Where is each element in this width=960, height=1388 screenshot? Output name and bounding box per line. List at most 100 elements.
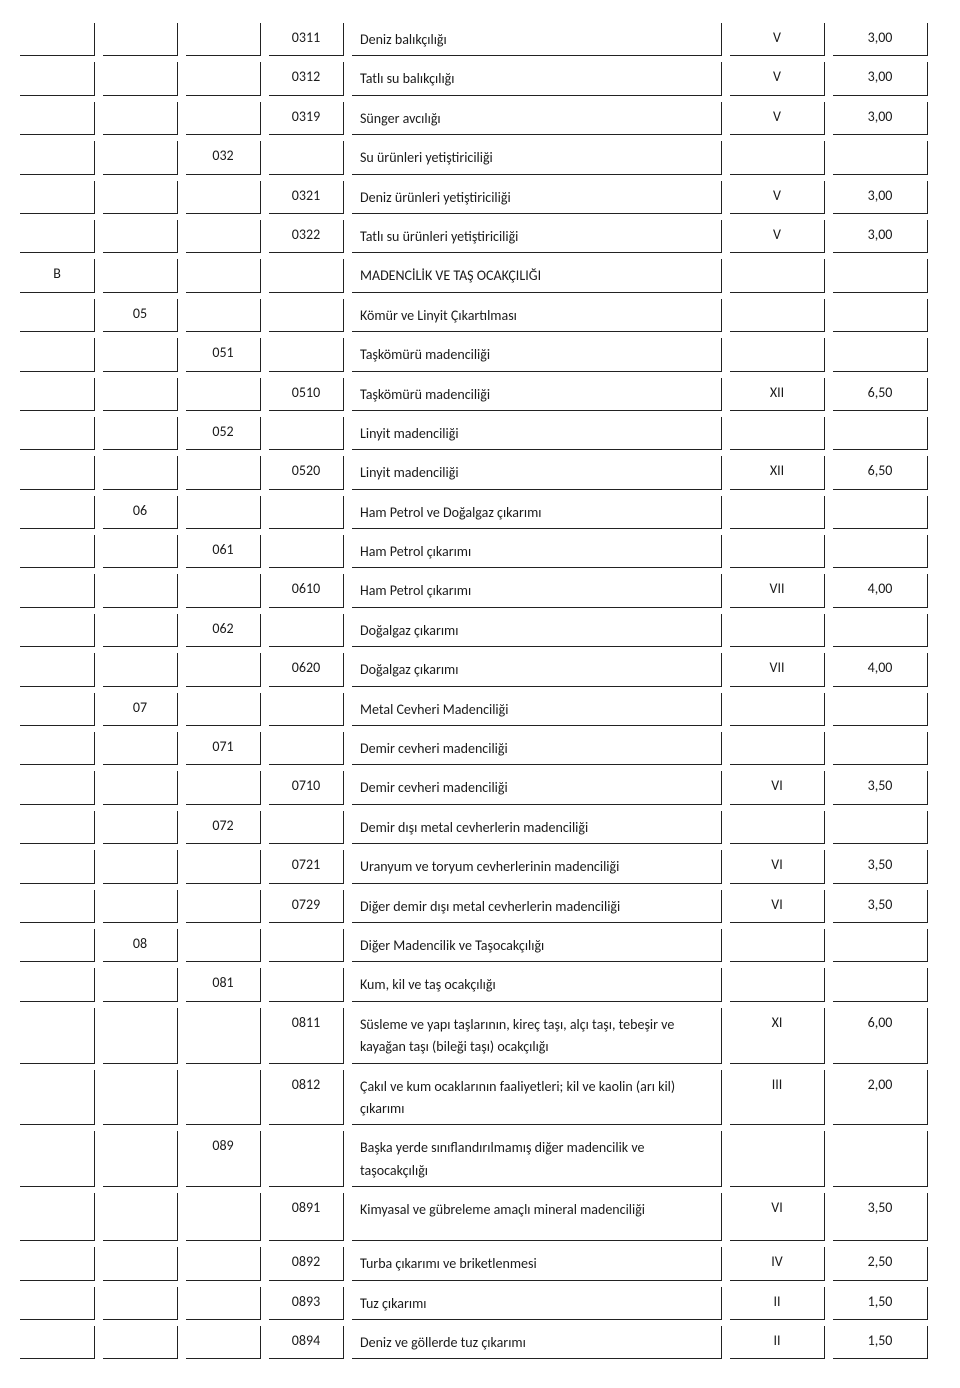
cell-col-2: 05 [103, 299, 178, 332]
cell-col-6: XI [730, 1008, 825, 1064]
cell-col-4: 0891 [269, 1193, 344, 1241]
cell-col-3 [186, 62, 261, 95]
cell-col-2 [103, 574, 178, 607]
cell-col-6 [730, 338, 825, 371]
cell-col-4: 0312 [269, 62, 344, 95]
cell-col-6: III [730, 1070, 825, 1126]
cell-col-1 [20, 299, 95, 332]
cell-col-4 [269, 732, 344, 765]
cell-col-7: 3,00 [833, 23, 928, 56]
cell-col-5: Su ürünleri yetiştiriciliği [352, 141, 722, 174]
cell-col-4: 0812 [269, 1070, 344, 1126]
cell-col-4: 0322 [269, 220, 344, 253]
cell-col-3 [186, 259, 261, 292]
cell-col-3 [186, 456, 261, 489]
cell-col-1 [20, 456, 95, 489]
cell-col-5: Linyit madenciliği [352, 417, 722, 450]
cell-col-1 [20, 732, 95, 765]
cell-col-3: 052 [186, 417, 261, 450]
cell-col-4 [269, 496, 344, 529]
cell-col-7 [833, 417, 928, 450]
cell-col-1 [20, 693, 95, 726]
cell-col-5: Demir cevheri madenciliği [352, 771, 722, 804]
cell-col-6: V [730, 23, 825, 56]
cell-col-2 [103, 968, 178, 1001]
cell-col-7: 6,00 [833, 1008, 928, 1064]
cell-col-6 [730, 732, 825, 765]
cell-col-2 [103, 535, 178, 568]
cell-col-4 [269, 417, 344, 450]
cell-col-2 [103, 771, 178, 804]
cell-col-2 [103, 1247, 178, 1280]
cell-col-1 [20, 653, 95, 686]
cell-col-5: Metal Cevheri Madenciliği [352, 693, 722, 726]
cell-col-1 [20, 1008, 95, 1064]
cell-col-6 [730, 811, 825, 844]
table-row: 0721Uranyum ve toryum cevherlerinin made… [16, 847, 944, 886]
cell-col-4 [269, 338, 344, 371]
cell-col-5: Taşkömürü madenciliği [352, 338, 722, 371]
table-row: 0319Sünger avcılığıV3,00 [16, 99, 944, 138]
cell-col-2 [103, 456, 178, 489]
cell-col-6: XII [730, 456, 825, 489]
cell-col-1 [20, 1070, 95, 1126]
cell-col-1 [20, 968, 95, 1001]
cell-col-5: Sünger avcılığı [352, 102, 722, 135]
cell-col-7: 2,00 [833, 1070, 928, 1126]
cell-col-3 [186, 1247, 261, 1280]
cell-col-3: 081 [186, 968, 261, 1001]
cell-col-1 [20, 496, 95, 529]
cell-col-5: Ham Petrol çıkarımı [352, 535, 722, 568]
cell-col-2 [103, 1131, 178, 1187]
table-row: 052 Linyit madenciliği [16, 414, 944, 453]
cell-col-3 [186, 378, 261, 411]
cell-col-4: 0510 [269, 378, 344, 411]
cell-col-6: V [730, 102, 825, 135]
classification-table: 0311Deniz balıkçılığıV3,000312Tatlı su b… [16, 20, 944, 1362]
cell-col-2 [103, 102, 178, 135]
cell-col-7 [833, 496, 928, 529]
cell-col-7: 3,00 [833, 102, 928, 135]
cell-col-7: 3,00 [833, 62, 928, 95]
cell-col-2 [103, 378, 178, 411]
table-row: 0312Tatlı su balıkçılığıV3,00 [16, 59, 944, 98]
cell-col-5: Tatlı su balıkçılığı [352, 62, 722, 95]
cell-col-3 [186, 929, 261, 962]
cell-col-2 [103, 1287, 178, 1320]
cell-col-4 [269, 141, 344, 174]
cell-col-2 [103, 1326, 178, 1359]
cell-col-3 [186, 1326, 261, 1359]
cell-col-5: Demir cevheri madenciliği [352, 732, 722, 765]
cell-col-3 [186, 181, 261, 214]
cell-col-3 [186, 850, 261, 883]
table-row: 062Doğalgaz çıkarımı [16, 611, 944, 650]
cell-col-7: 3,50 [833, 890, 928, 923]
cell-col-5: Kömür ve Linyit Çıkartılması [352, 299, 722, 332]
cell-col-7 [833, 259, 928, 292]
cell-col-1 [20, 23, 95, 56]
cell-col-1 [20, 338, 95, 371]
cell-col-3 [186, 693, 261, 726]
cell-col-4: 0311 [269, 23, 344, 56]
cell-col-1 [20, 141, 95, 174]
cell-col-7: 1,50 [833, 1287, 928, 1320]
cell-col-4: 0620 [269, 653, 344, 686]
cell-col-5: MADENCİLİK VE TAŞ OCAKÇILIĞI [352, 259, 722, 292]
cell-col-5: Demir dışı metal cevherlerin madenciliği [352, 811, 722, 844]
cell-col-7: 1,50 [833, 1326, 928, 1359]
cell-col-6: V [730, 181, 825, 214]
table-row: 089Başka yerde sınıflandırılmamış diğer … [16, 1128, 944, 1190]
cell-col-4: 0894 [269, 1326, 344, 1359]
cell-col-3: 032 [186, 141, 261, 174]
cell-col-1 [20, 181, 95, 214]
cell-col-1 [20, 1193, 95, 1241]
cell-col-7: 6,50 [833, 456, 928, 489]
cell-col-6: VII [730, 653, 825, 686]
cell-col-6 [730, 929, 825, 962]
cell-col-5: Doğalgaz çıkarımı [352, 653, 722, 686]
cell-col-3 [186, 220, 261, 253]
cell-col-3: 051 [186, 338, 261, 371]
cell-col-2 [103, 338, 178, 371]
cell-col-3 [186, 653, 261, 686]
cell-col-1: B [20, 259, 95, 292]
